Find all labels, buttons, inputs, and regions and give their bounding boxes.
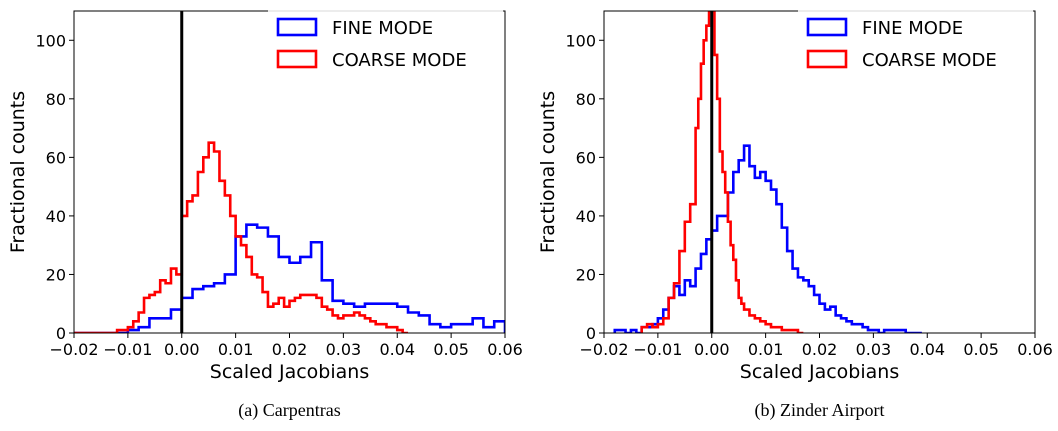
x-tick-label: 0.06	[1017, 340, 1053, 359]
y-tick-label: 20	[46, 265, 66, 284]
legend-swatch	[806, 49, 848, 69]
x-tick-label: −0.02	[49, 340, 98, 359]
y-tick-label: 40	[46, 207, 66, 226]
x-tick-label: 0.06	[487, 340, 523, 359]
x-tick-label: 0.04	[909, 340, 945, 359]
legend-label: FINE MODE	[332, 18, 433, 39]
legend-swatch	[276, 49, 318, 69]
x-tick-label: 0.03	[326, 340, 362, 359]
legend-label: COARSE MODE	[862, 50, 997, 71]
y-axis-label: Fractional counts	[7, 91, 29, 253]
histogram-series-coarse-mode	[74, 141, 409, 333]
legend-label: COARSE MODE	[332, 50, 467, 71]
histogram-series-fine-mode	[613, 144, 922, 333]
x-tick-label: 0.03	[856, 340, 892, 359]
x-tick-label: −0.01	[103, 340, 152, 359]
y-tick-label: 100	[35, 31, 66, 50]
histogram-plot-zinder: −0.02 −0.01 0.00 0.01 0.02 0.03 0.04 0.05 0.06 0 2…	[565, 10, 1053, 359]
x-tick-label: 0.05	[963, 340, 999, 359]
caption: (b) Zinder Airport	[755, 400, 885, 421]
y-tick-label: 0	[586, 324, 596, 343]
y-tick-label: 20	[576, 265, 596, 284]
y-tick-label: 80	[46, 90, 66, 109]
y-tick-label: 40	[576, 207, 596, 226]
x-tick-label: 0.01	[218, 340, 254, 359]
histogram-series-fine-mode	[74, 223, 505, 333]
x-axis-label: Scaled Jacobians	[210, 361, 369, 383]
y-tick-label: 60	[576, 148, 596, 167]
y-tick-label: 60	[46, 148, 66, 167]
x-tick-label: 0.04	[379, 340, 415, 359]
legend-swatch	[806, 17, 848, 37]
x-tick-label: 0.00	[694, 340, 730, 359]
x-axis-label: Scaled Jacobians	[740, 361, 899, 383]
legend-swatch	[276, 17, 318, 37]
caption: (a) Carpentras	[238, 400, 340, 421]
legend-label: FINE MODE	[862, 18, 963, 39]
x-tick-label: 0.02	[802, 340, 838, 359]
x-tick-label: 0.05	[433, 340, 469, 359]
legend-carpentras: FINE MODE COARSE MODE	[268, 8, 503, 76]
histogram-series-coarse-mode	[640, 11, 804, 333]
panel-carpentras: −0.02 −0.01 0.00 0.01 0.02 0.03 0.04 0.05 0.06 0 2…	[7, 8, 523, 421]
y-tick-label: 0	[56, 324, 66, 343]
x-tick-label: 0.01	[748, 340, 784, 359]
y-axis-label: Fractional counts	[537, 91, 559, 253]
y-tick-label: 100	[565, 31, 596, 50]
x-tick-label: −0.02	[579, 340, 628, 359]
panel-zinder-airport: −0.02 −0.01 0.00 0.01 0.02 0.03 0.04 0.05 0.06 0 2…	[537, 8, 1053, 421]
histogram-plot-carpentras: −0.02 −0.01 0.00 0.01 0.02 0.03 0.04 0.05 0.06 0 2…	[35, 10, 523, 359]
legend-zinder: FINE MODE COARSE MODE	[798, 8, 1033, 76]
x-tick-label: 0.00	[164, 340, 200, 359]
y-tick-label: 80	[576, 90, 596, 109]
x-tick-label: −0.01	[633, 340, 682, 359]
x-tick-label: 0.02	[272, 340, 308, 359]
